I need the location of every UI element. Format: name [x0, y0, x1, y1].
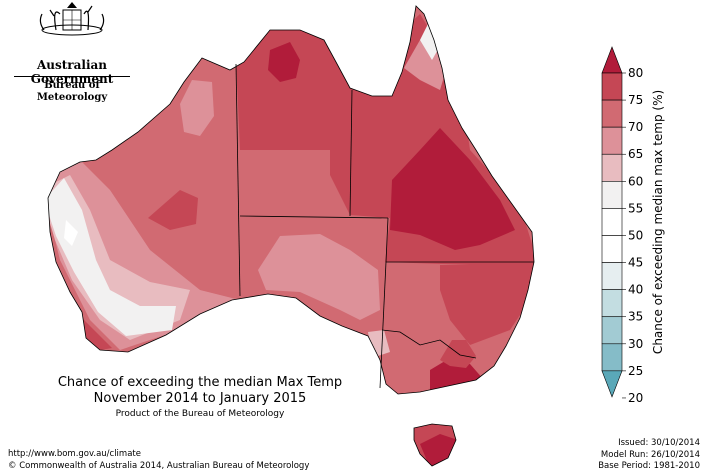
legend-ticklabel-35: 35 — [628, 310, 643, 324]
legend-bin-72.5 — [601, 99, 623, 128]
legend: 80 75 70 65 60 55 50 45 40 35 30 25 20 Chance of exce… — [601, 46, 665, 405]
legend-ticklabel-30: 30 — [628, 337, 643, 351]
agency-title: Bureau of Meteorology — [36, 80, 108, 103]
legend-bin-57.5 — [601, 181, 623, 209]
border-sa-nsw-vic — [379, 261, 387, 389]
border-nt-sa — [239, 215, 389, 219]
legend-arrow-bottom — [601, 370, 623, 398]
legend-ticklabel-55: 55 — [628, 201, 643, 215]
region-70-central — [240, 150, 330, 195]
region-75-pilbara — [148, 190, 198, 230]
legend-bin-77.5 — [601, 72, 623, 101]
legend-bin-37.5 — [601, 289, 623, 318]
legend-ticklabel-80: 80 — [628, 66, 643, 80]
region-50-westcoast — [64, 220, 78, 246]
footer-right: Issued: 30/10/2014 Model Run: 26/10/2014… — [598, 438, 700, 473]
branding-divider — [14, 76, 130, 77]
map-title: Chance of exceeding the median Max Temp … — [40, 375, 360, 407]
region-65-southaustralia — [258, 234, 380, 320]
legend-arrow-top — [601, 46, 623, 74]
footer-base-period: Base Period: 1981-2010 — [598, 461, 700, 471]
map-title-line1: Chance of exceeding the median Max Temp — [57, 375, 343, 390]
border-nsw-vic — [381, 329, 477, 359]
legend-bin-27.5 — [601, 343, 623, 372]
map-title-line2: November 2014 to January 2015 — [93, 391, 307, 406]
region-80-topend — [268, 42, 300, 82]
tasmania-coastline — [413, 423, 457, 467]
legend-ticklabel-40: 40 — [628, 283, 643, 297]
legend-ticklabel-20: 20 — [628, 391, 643, 405]
legend-bin-42.5 — [601, 262, 623, 290]
region-55-westcoast — [48, 178, 176, 336]
region-80-queensland — [390, 128, 515, 250]
legend-title: Chance of exceeding median max temp (%) — [651, 90, 665, 354]
legend-ticklabel-60: 60 — [628, 174, 643, 188]
legend-ticklabel-65: 65 — [628, 147, 643, 161]
footer-model-run: Model Run: 26/10/2014 — [600, 449, 700, 460]
border-wa — [235, 63, 241, 297]
legend-ticklabel-70: 70 — [628, 120, 643, 134]
coat-of-arms-logo — [39, 2, 105, 36]
legend-ticklabel-50: 50 — [628, 228, 643, 242]
region-65-kimberley — [180, 80, 214, 136]
footer-left: http://www.bom.gov.au/climate © Commonwe… — [8, 449, 309, 472]
legend-bin-67.5 — [601, 126, 623, 155]
legend-bin-47.5 — [601, 235, 623, 263]
footer-copyright: © Commonwealth of Australia 2014, Austra… — [8, 460, 310, 471]
legend-ticklabel-45: 45 — [628, 256, 643, 270]
legend-bin-32.5 — [601, 316, 623, 345]
footer-url[interactable]: http://www.bom.gov.au/climate — [8, 449, 141, 459]
region-75-east — [440, 265, 534, 345]
legend-bin-62.5 — [601, 153, 623, 182]
legend-bin-52.5 — [601, 208, 623, 236]
map-subtitle: Product of the Bureau of Meteorology — [115, 409, 285, 419]
footer-issued: Issued: 30/10/2014 — [618, 438, 700, 448]
border-nt-qld — [349, 89, 353, 217]
state-borders — [235, 63, 534, 389]
legend-ticklabel-75: 75 — [628, 93, 643, 107]
legend-ticklabel-25: 25 — [628, 364, 643, 378]
government-title: Australian Government — [30, 58, 114, 86]
region-55-capeyork — [420, 20, 440, 60]
